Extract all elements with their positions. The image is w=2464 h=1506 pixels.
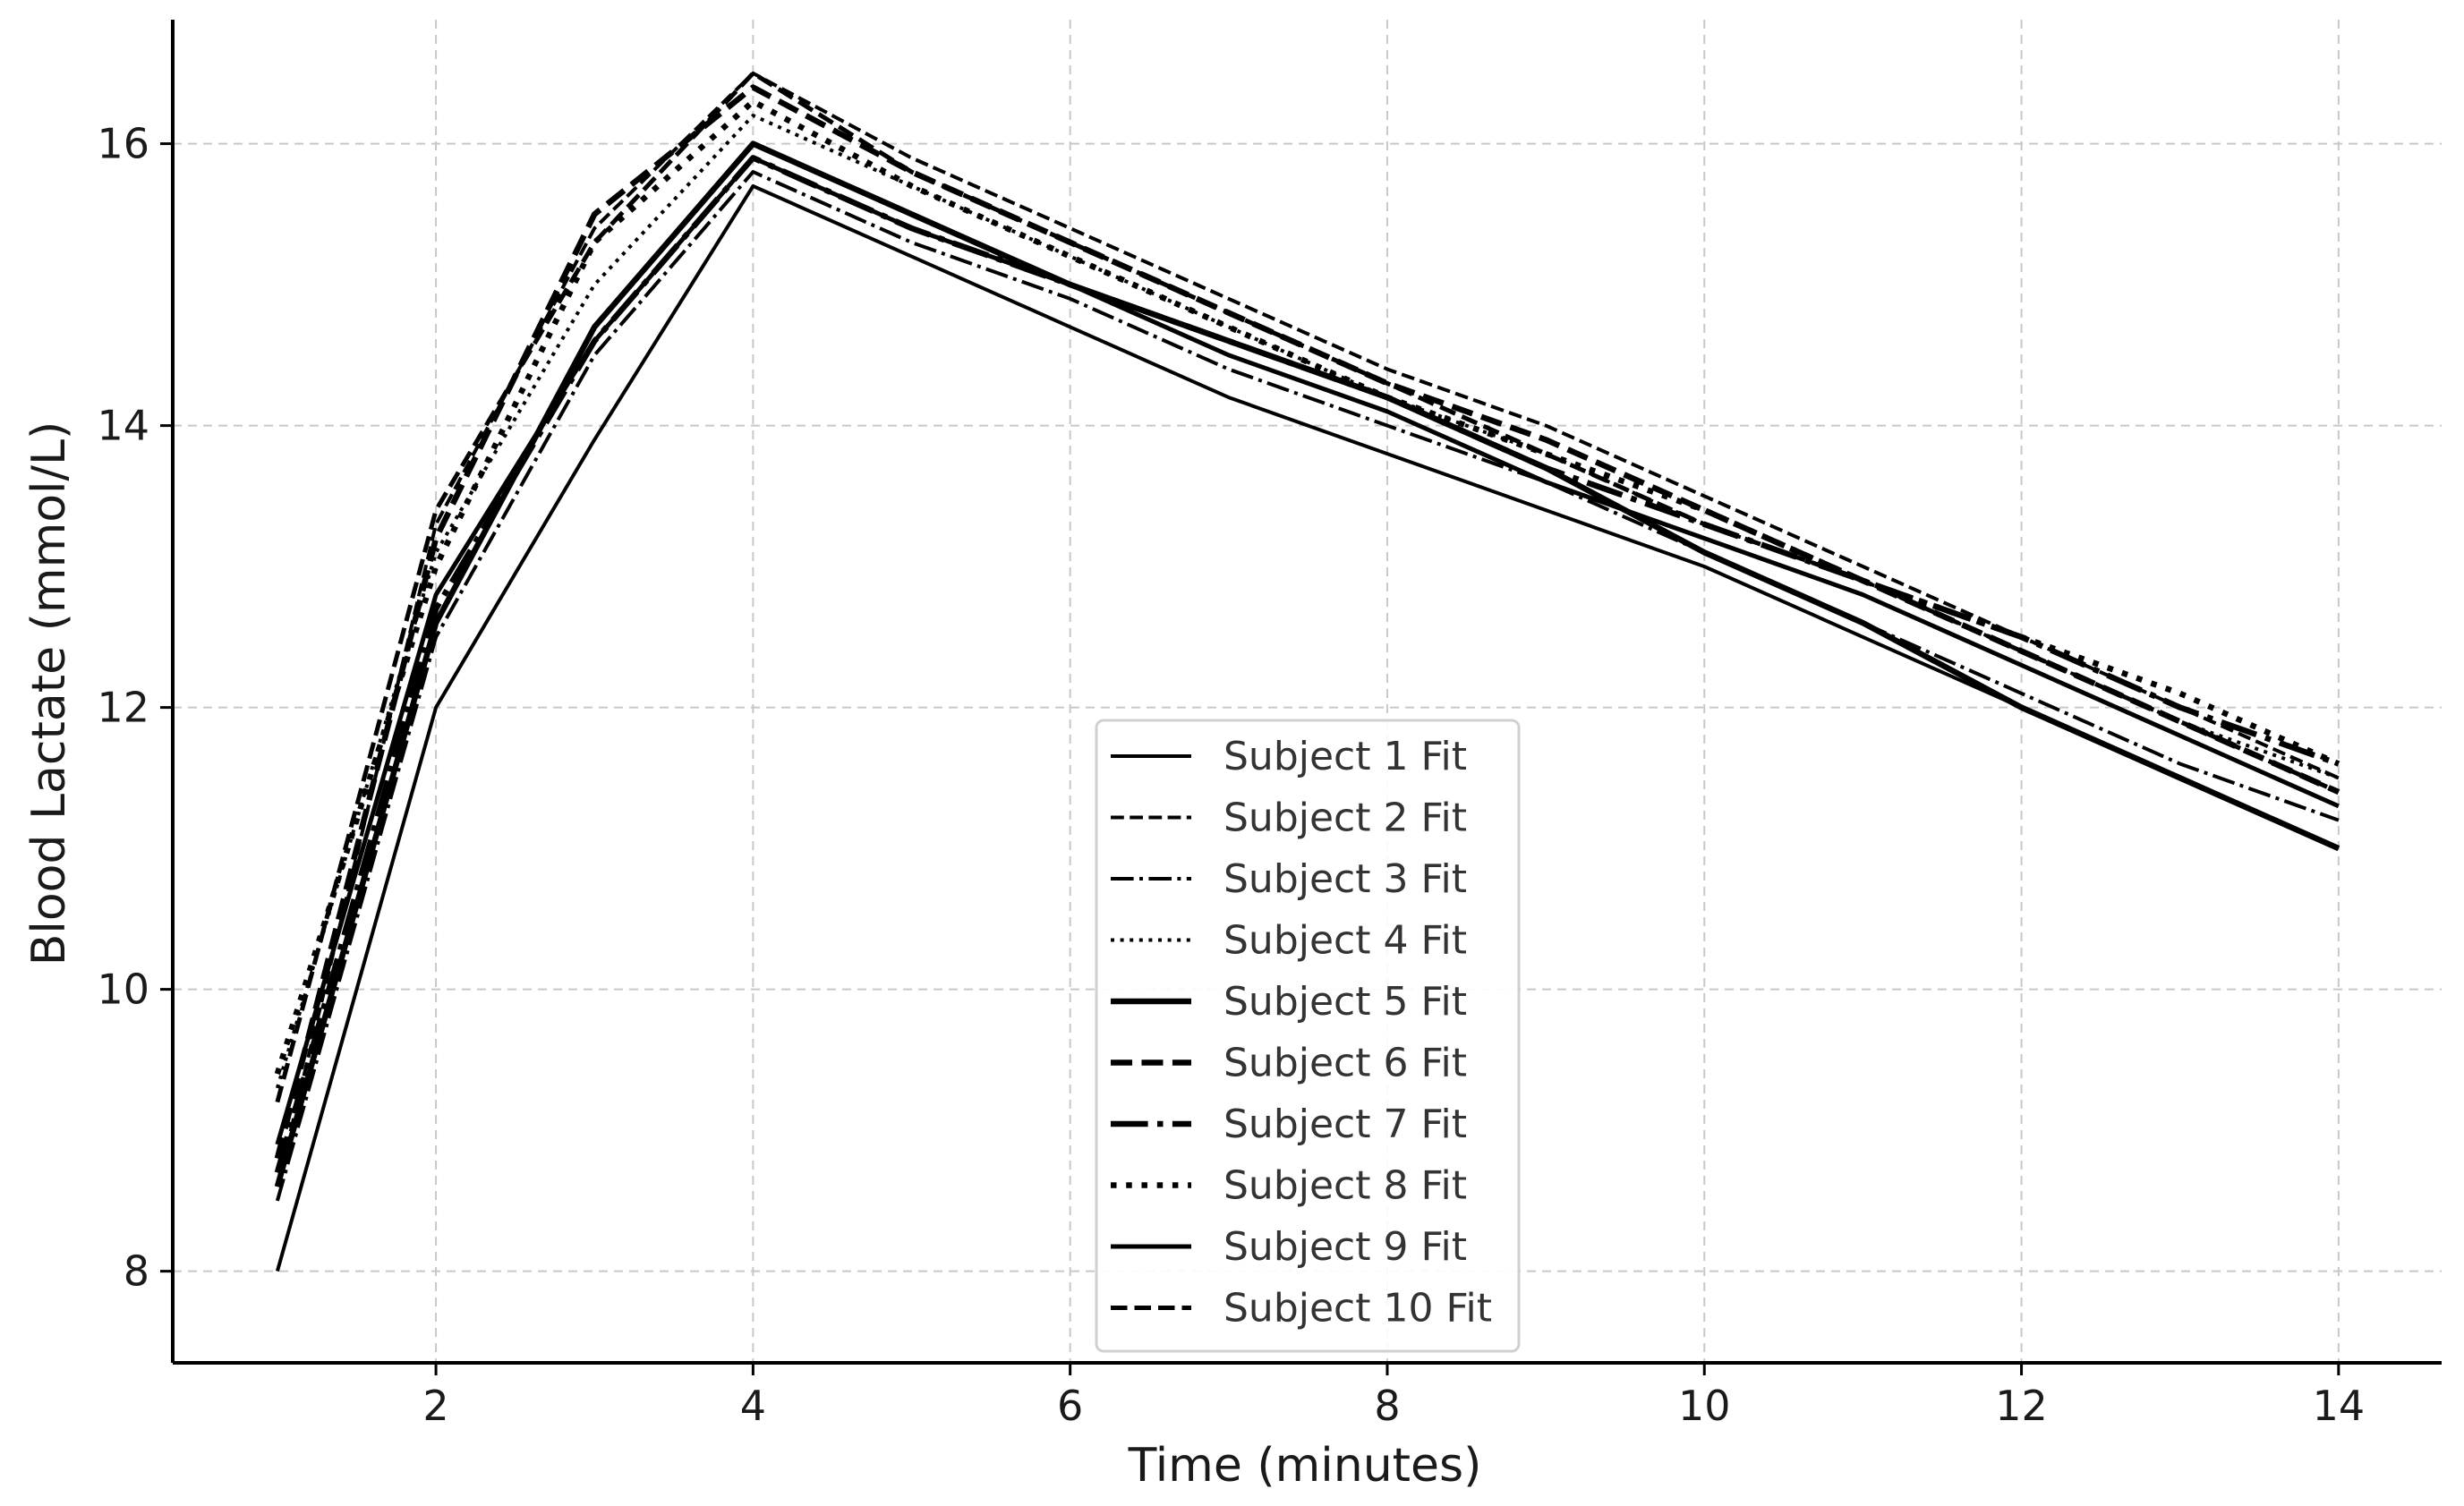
- y-tick-label: 8: [124, 1247, 149, 1296]
- x-tick-label: 10: [1678, 1382, 1731, 1430]
- legend-label: Subject 9 Fit: [1223, 1224, 1467, 1270]
- y-tick-label: 10: [97, 966, 149, 1014]
- axes: [160, 20, 2442, 1375]
- legend-label: Subject 6 Fit: [1223, 1041, 1467, 1086]
- legend-label: Subject 8 Fit: [1223, 1163, 1467, 1209]
- y-tick-label: 12: [97, 684, 149, 732]
- legend-label: Subject 5 Fit: [1223, 979, 1467, 1025]
- x-axis-label: Time (minutes): [1128, 1439, 1482, 1493]
- x-tick-label: 2: [422, 1382, 448, 1430]
- series-line-subject-10: [275, 71, 2340, 1103]
- legend-label: Subject 3 Fit: [1223, 856, 1467, 902]
- y-tick-label: 14: [97, 402, 149, 450]
- series-line-subject-9: [275, 155, 2340, 1145]
- y-tick-label: 16: [97, 120, 149, 168]
- legend: Subject 1 Fit Subject 2 Fit Subject 3 Fit S…: [1095, 719, 1521, 1353]
- series-line-subject-2: [275, 71, 2340, 1187]
- y-axis-label: Blood Lactate (mmol/L): [22, 421, 76, 966]
- x-tick-label: 12: [1995, 1382, 2048, 1430]
- legend-label: Subject 1 Fit: [1223, 734, 1467, 779]
- legend-label: Subject 2 Fit: [1223, 796, 1467, 841]
- tick-labels: 2 4 6 8 10 12 14 8 10 12 14 16: [97, 120, 2365, 1430]
- x-tick-label: 8: [1374, 1382, 1400, 1430]
- series-lines: [274, 71, 2340, 1272]
- legend-label: Subject 4 Fit: [1223, 918, 1467, 964]
- series-line-subject-3: [275, 170, 2340, 1202]
- legend-label: Subject 7 Fit: [1223, 1102, 1467, 1147]
- legend-box: [1095, 719, 1521, 1353]
- x-tick-label: 4: [740, 1382, 766, 1430]
- x-tick-label: 14: [2313, 1382, 2366, 1430]
- legend-label: Subject 10 Fit: [1223, 1286, 1492, 1332]
- series-line-subject-8: [274, 98, 2340, 1076]
- x-tick-label: 6: [1057, 1382, 1083, 1430]
